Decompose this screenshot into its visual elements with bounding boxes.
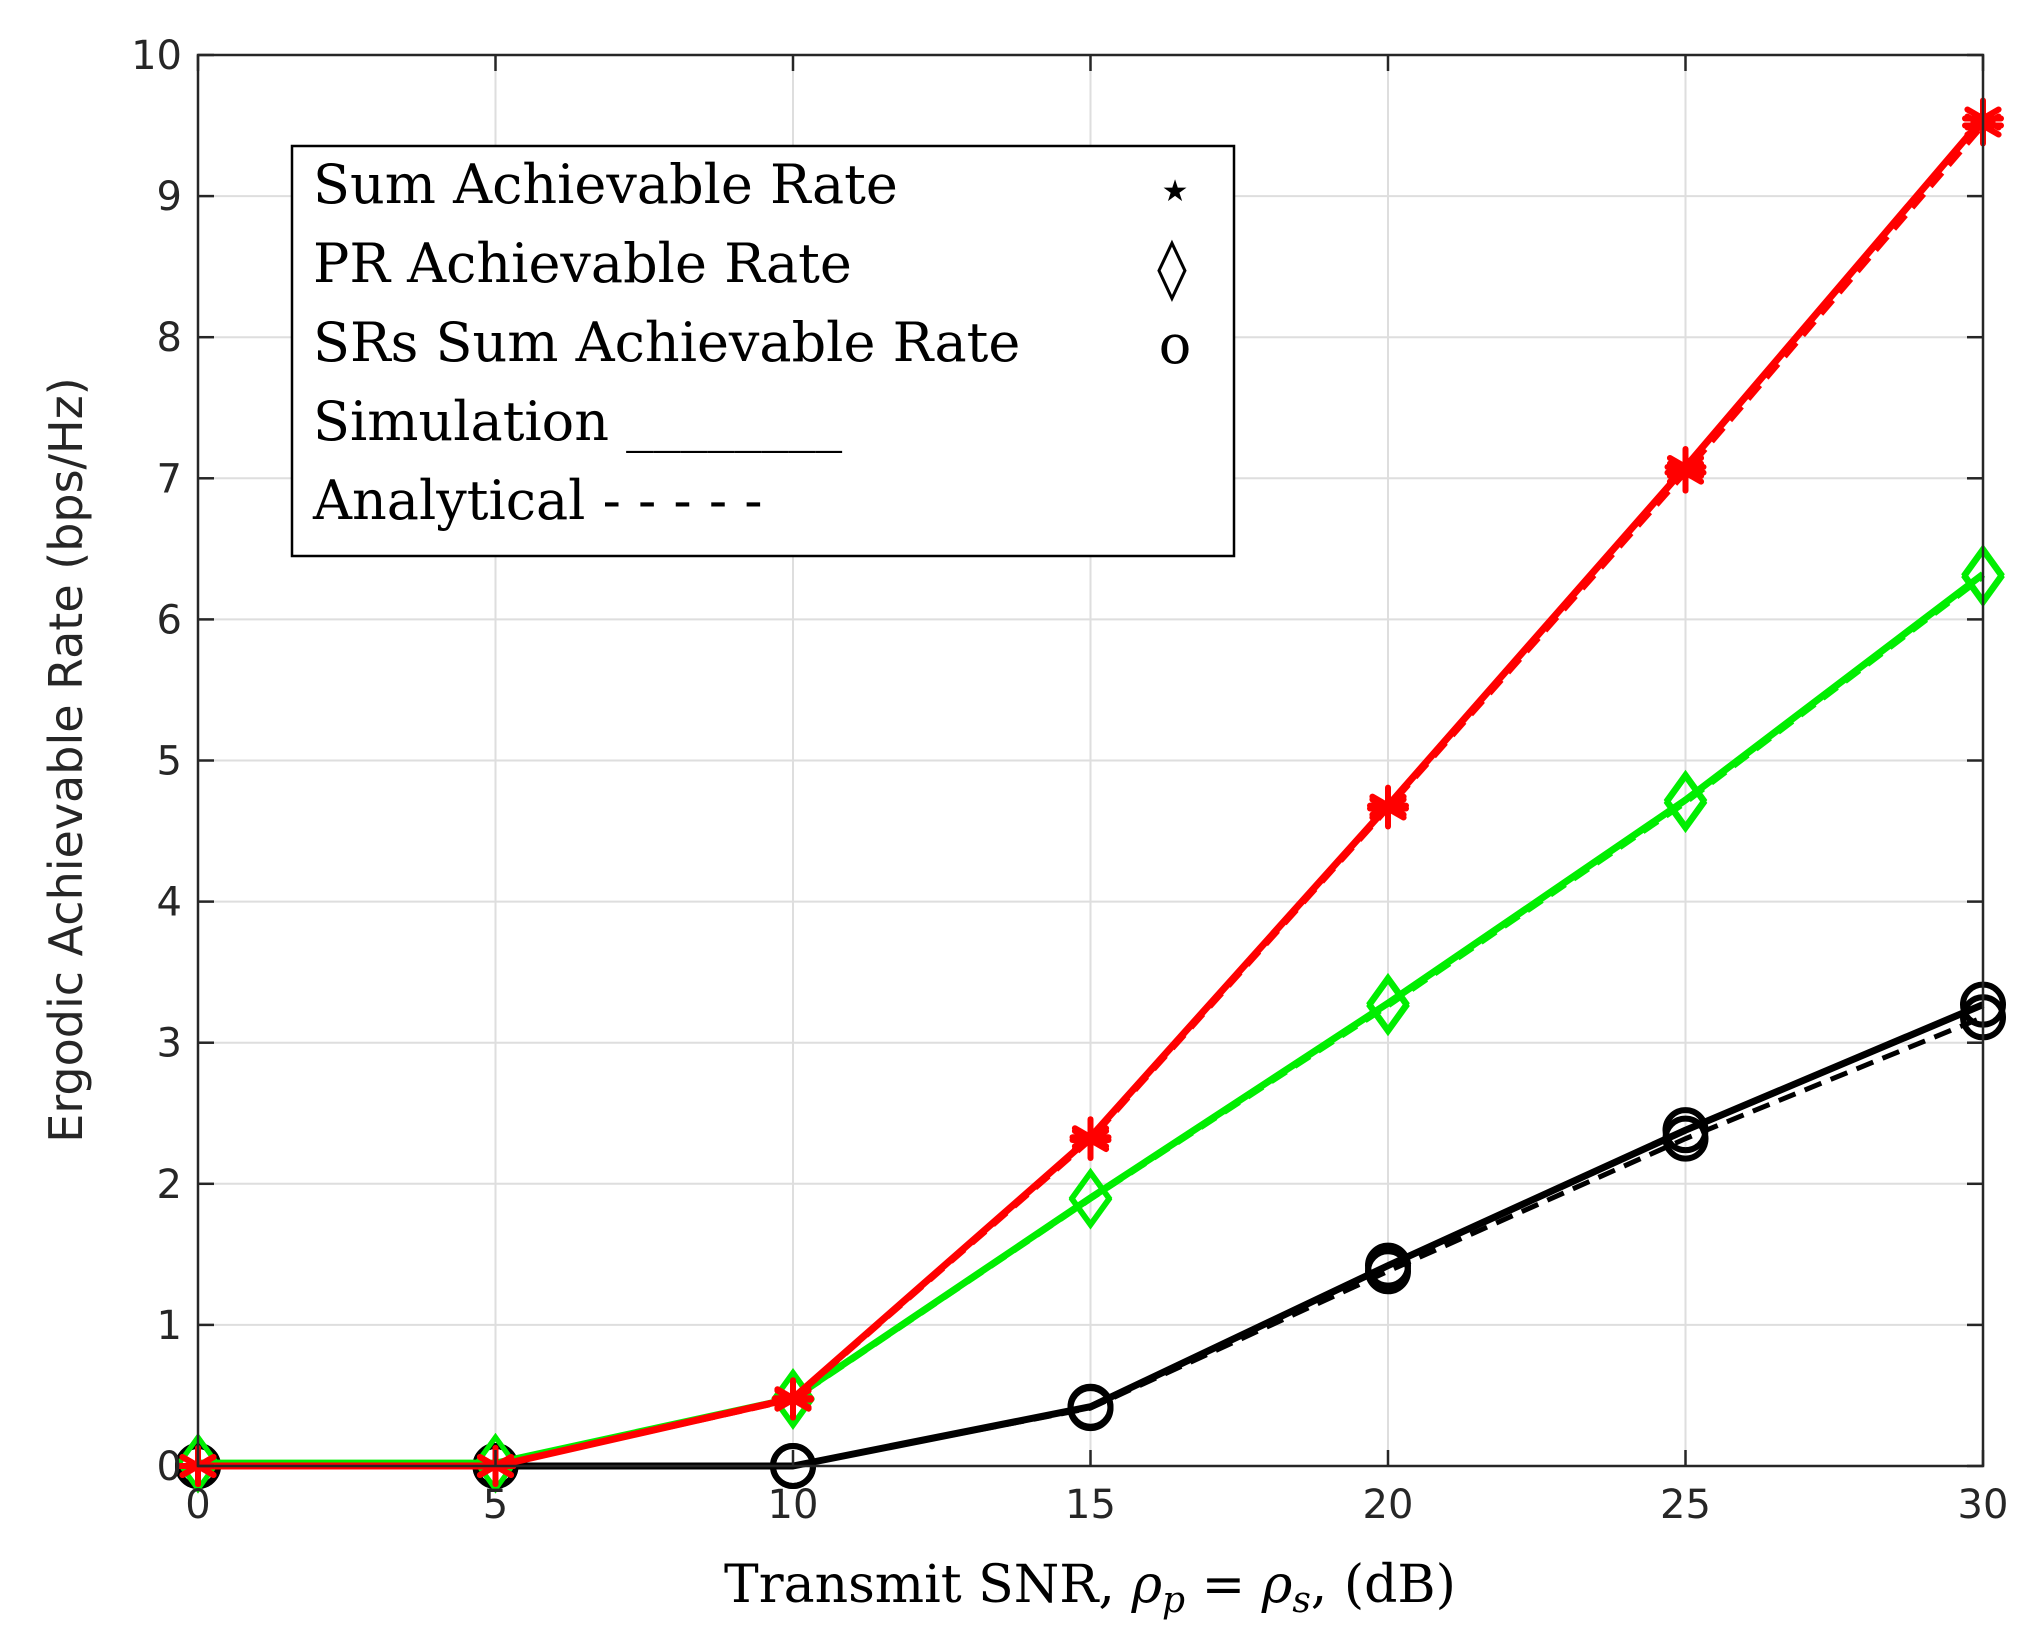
x-tick-label: 20 [1363, 1482, 1414, 1528]
y-tick-label: 9 [157, 174, 182, 220]
y-axis-label: Ergodic Achievable Rate (bps/Hz) [39, 377, 93, 1143]
x-tick-label: 5 [483, 1482, 508, 1528]
diamond-marker [1068, 1169, 1113, 1230]
diamond-marker [1663, 772, 1708, 834]
y-tick-label: 0 [157, 1444, 182, 1490]
legend: Sum Achievable Rate ⋆ PR Achievable Rate… [290, 144, 1236, 558]
legend-solid-line-sample: ________ [626, 390, 842, 453]
y-tick-label: 6 [157, 597, 182, 643]
circle-marker [1662, 1115, 1709, 1162]
legend-label-sum-rate: Sum Achievable Rate [313, 153, 898, 216]
x-axis-label-rho-s: ρ [1261, 1555, 1293, 1615]
x-axis-label-equals: = [1185, 1555, 1262, 1615]
x-axis-label-unit: , (dB) [1311, 1555, 1456, 1615]
diamond-marker [473, 1432, 518, 1494]
legend-label-simulation: Simulation ________ [313, 390, 842, 453]
star-marker [1069, 1119, 1112, 1162]
y-tick-label: 10 [131, 33, 182, 79]
ticks: 0 5 10 15 20 25 30 0 1 2 3 4 5 6 7 8 9 10 [131, 33, 2008, 1528]
x-tick-label: 15 [1065, 1482, 1116, 1528]
circle-marker [1365, 1248, 1411, 1295]
circle-marker [1067, 1385, 1114, 1432]
x-axis-label-rho-p: ρ [1130, 1555, 1162, 1615]
legend-box [290, 144, 1236, 558]
legend-dashed-line-sample: - - - - - [603, 469, 763, 532]
x-tick-label: 10 [768, 1482, 819, 1528]
y-tick-label: 5 [157, 739, 182, 785]
y-tick-label: 3 [157, 1021, 182, 1067]
x-axis-label-sub-s: s [1292, 1580, 1310, 1621]
x-axis-label-text: Transmit SNR, [724, 1555, 1131, 1615]
x-tick-label: 25 [1660, 1482, 1711, 1528]
diamond-marker [1366, 975, 1410, 1037]
legend-label-srs-rate: SRs Sum Achievable Rate [313, 311, 1020, 374]
legend-star-icon: ⋆ [1156, 155, 1194, 225]
legend-circle-icon: o [1159, 313, 1192, 376]
legend-diamond-icon: ◊ [1157, 233, 1187, 303]
legend-analytical-text: Analytical [312, 469, 585, 532]
x-tick-label: 0 [185, 1482, 210, 1528]
star-marker [1664, 451, 1707, 494]
x-tick-label: 30 [1958, 1482, 2009, 1528]
y-tick-label: 1 [157, 1303, 182, 1349]
legend-label-pr-rate: PR Achievable Rate [313, 232, 852, 295]
diamond-marker [176, 1432, 220, 1494]
star-marker [1367, 787, 1409, 830]
legend-label-analytical: Analytical - - - - - [312, 469, 763, 532]
legend-simulation-text: Simulation [313, 390, 609, 453]
y-tick-label: 4 [157, 880, 182, 926]
x-axis-label: Transmit SNR, ρp = ρs, (dB) [724, 1555, 1456, 1621]
y-tick-label: 2 [157, 1162, 182, 1208]
y-tick-label: 8 [157, 315, 182, 361]
y-tick-label: 7 [157, 456, 182, 502]
x-axis-label-sub-p: p [1162, 1580, 1185, 1621]
star-marker [772, 1378, 814, 1421]
